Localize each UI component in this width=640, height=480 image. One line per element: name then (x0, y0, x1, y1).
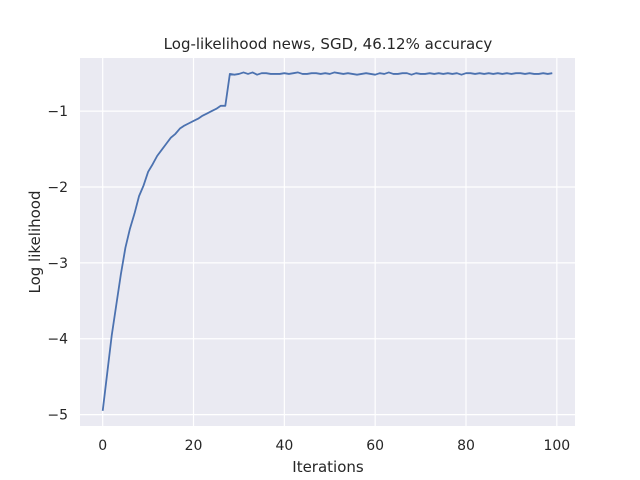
y-axis-label: Log likelihood (26, 191, 44, 294)
x-tick-label: 0 (98, 438, 107, 454)
plot-background (80, 58, 575, 426)
y-tick-label: −1 (47, 104, 68, 120)
x-tick-label: 60 (366, 438, 384, 454)
x-tick-label: 20 (185, 438, 203, 454)
x-tick-labels: 0 20 40 60 80 100 (98, 438, 570, 454)
x-tick-label: 100 (543, 438, 570, 454)
x-axis-label: Iterations (292, 458, 364, 476)
series-line (101, 71, 553, 411)
x-tick-label: 40 (275, 438, 293, 454)
x-tick-label: 80 (457, 438, 475, 454)
y-tick-label: −3 (47, 256, 68, 272)
y-tick-label: −5 (47, 408, 68, 424)
y-tick-labels: −5 −4 −3 −2 −1 (47, 104, 68, 424)
y-tick-label: −2 (47, 180, 68, 196)
series-layer (101, 71, 553, 411)
y-tick-label: −4 (47, 332, 68, 348)
chart-title: Log-likelihood news, SGD, 46.12% accurac… (164, 35, 493, 53)
grid-lines (80, 58, 575, 426)
